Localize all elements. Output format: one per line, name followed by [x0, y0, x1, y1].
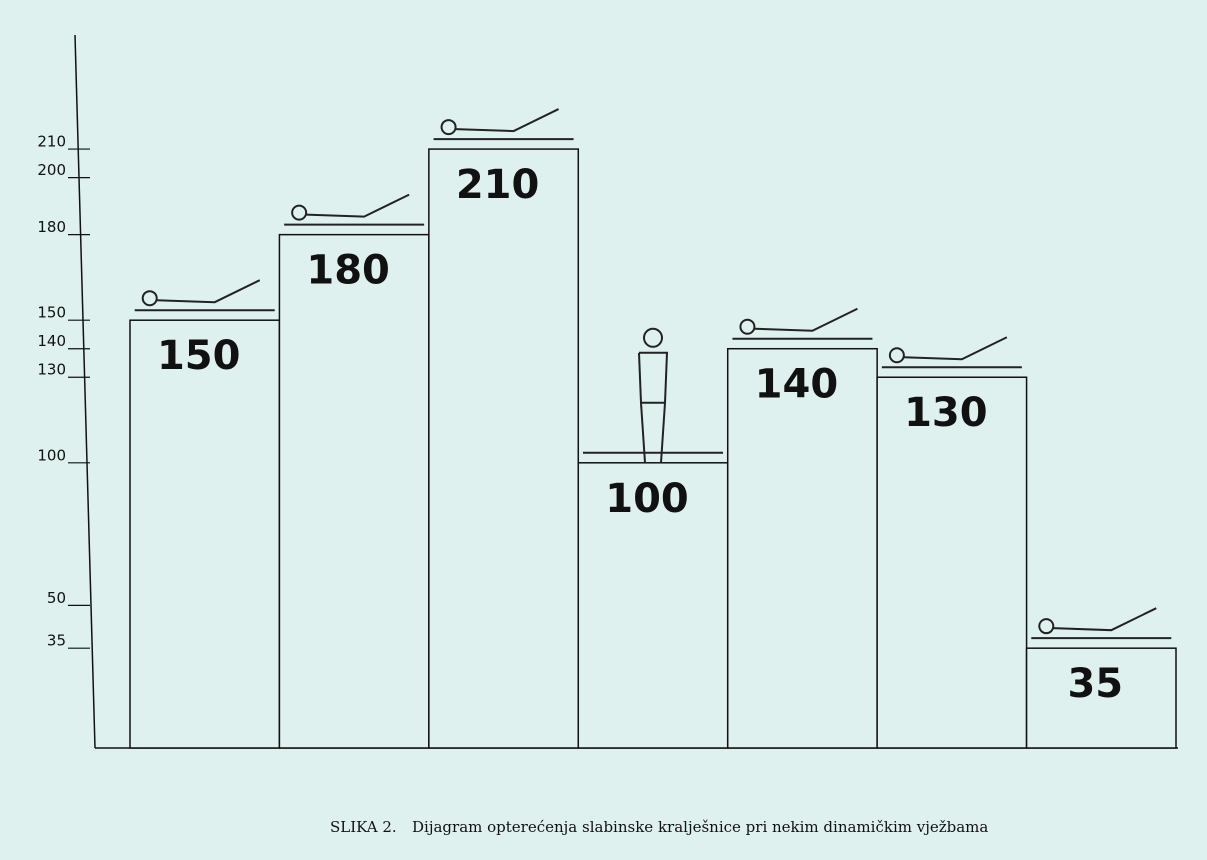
- page: SLIKA 2. Dijagram opterećenja slabinske …: [0, 0, 1207, 860]
- value-label: 35: [1067, 661, 1123, 707]
- bar: [130, 320, 279, 748]
- y-tick-label: 210: [37, 133, 66, 151]
- caption: Dijagram opterećenja slabinske kralješni…: [412, 818, 988, 836]
- value-label: 100: [605, 476, 689, 522]
- value-label: 150: [157, 333, 241, 379]
- bar: [429, 149, 578, 748]
- caption-label: SLIKA 2.: [330, 818, 397, 836]
- y-tick-label: 200: [37, 161, 66, 179]
- y-tick-label: 150: [37, 304, 66, 322]
- y-tick-label: 50: [47, 589, 66, 607]
- value-label: 180: [306, 248, 390, 294]
- bar: [279, 235, 428, 748]
- y-tick-label: 180: [37, 218, 66, 236]
- value-label: 210: [456, 162, 540, 208]
- y-tick-label: 35: [47, 632, 66, 650]
- chart: SLIKA 2. Dijagram opterećenja slabinske …: [0, 0, 1207, 860]
- bar: [728, 349, 877, 748]
- value-label: 130: [904, 390, 988, 436]
- value-label: 140: [755, 362, 839, 408]
- y-tick-label: 100: [37, 446, 66, 464]
- y-tick-label: 140: [37, 332, 66, 350]
- y-tick-label: 130: [37, 361, 66, 379]
